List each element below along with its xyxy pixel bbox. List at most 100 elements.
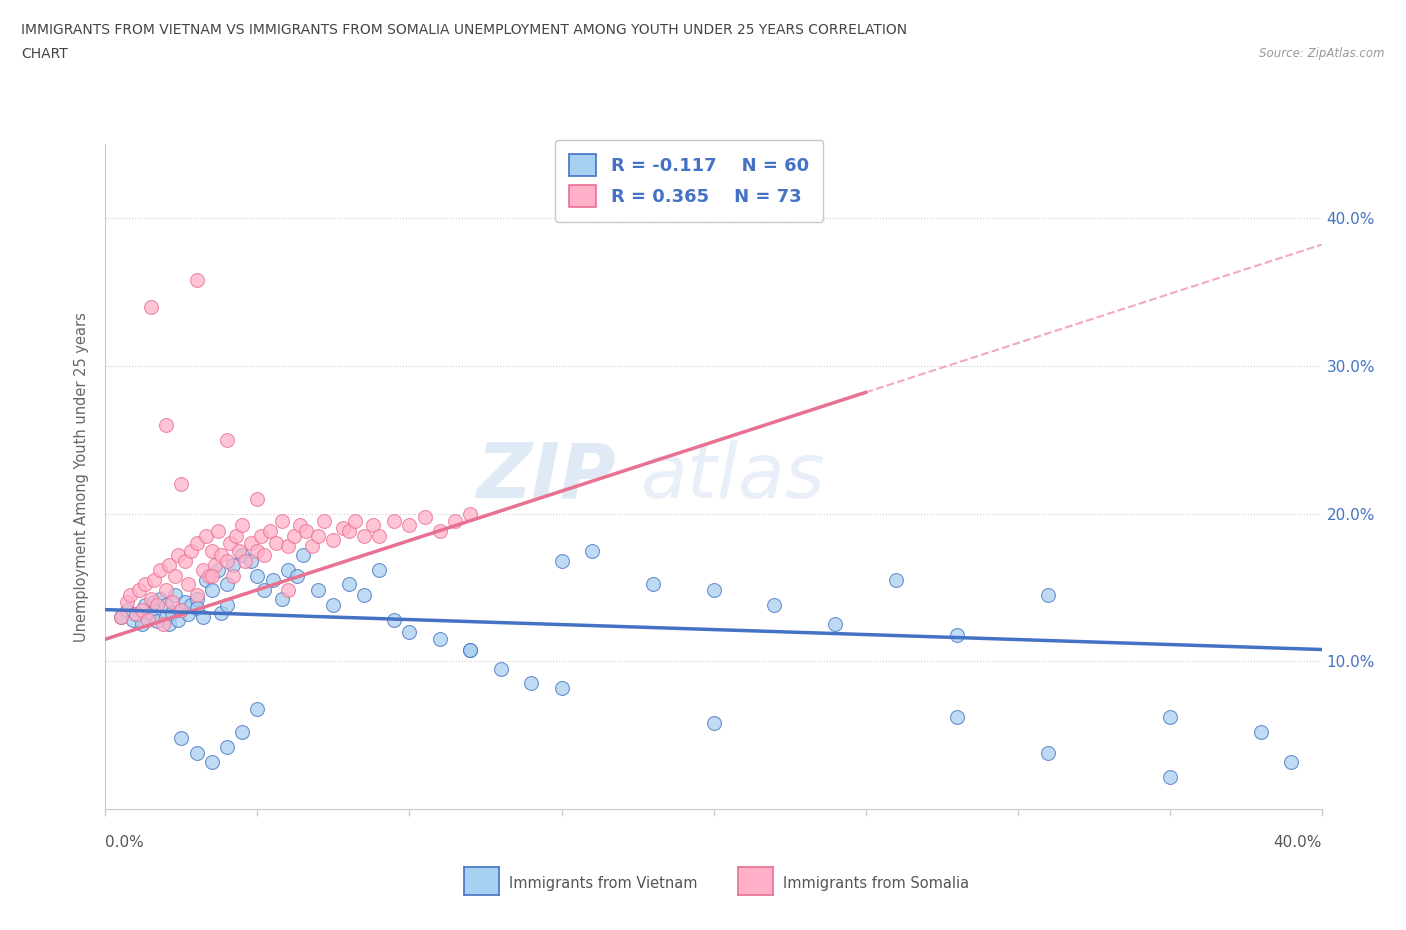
Point (186, 536, 208, 551)
Point (152, 617, 174, 631)
Point (180, 543, 202, 558)
Point (283, 528, 305, 543)
Point (270, 591, 292, 606)
Point (252, 583, 274, 598)
Point (155, 418, 177, 432)
Point (444, 513, 467, 528)
Point (167, 613, 190, 628)
Point (217, 432, 239, 447)
Point (125, 606, 148, 621)
Point (146, 614, 169, 629)
Point (217, 598, 239, 613)
Text: IMMIGRANTS FROM VIETNAM VS IMMIGRANTS FROM SOMALIA UNEMPLOYMENT AMONG YOUTH UNDE: IMMIGRANTS FROM VIETNAM VS IMMIGRANTS FR… (21, 23, 907, 37)
Point (489, 661, 512, 676)
Point (1036, 588, 1059, 603)
Point (217, 553, 239, 568)
Point (368, 528, 391, 543)
Point (131, 617, 153, 631)
Point (143, 573, 166, 588)
Point (702, 716, 725, 731)
Point (155, 583, 177, 598)
Point (581, 543, 603, 558)
Point (413, 509, 436, 524)
Point (173, 553, 195, 568)
Point (1036, 746, 1059, 761)
Text: Immigrants from Vietnam: Immigrants from Vietnam (509, 876, 697, 891)
Point (219, 536, 242, 551)
Point (262, 573, 284, 588)
Point (337, 577, 360, 591)
Point (110, 609, 132, 624)
Point (186, 272, 208, 287)
Point (118, 588, 141, 603)
Point (361, 518, 384, 533)
Point (233, 553, 256, 568)
Point (149, 563, 172, 578)
Point (128, 583, 150, 598)
Point (1159, 710, 1181, 724)
Point (170, 731, 193, 746)
Point (259, 524, 281, 538)
Point (165, 568, 187, 583)
Point (170, 603, 193, 618)
Point (165, 588, 187, 603)
Point (429, 524, 451, 538)
Point (209, 548, 232, 563)
Point (307, 528, 329, 543)
Point (353, 528, 375, 543)
Point (368, 563, 391, 578)
Point (246, 543, 269, 558)
Point (246, 491, 269, 506)
Point (186, 591, 208, 606)
Point (520, 676, 543, 691)
Point (277, 563, 299, 578)
Point (139, 299, 162, 314)
Point (458, 506, 481, 521)
Point (186, 588, 208, 603)
Point (763, 598, 786, 613)
Point (702, 583, 725, 598)
Point (125, 606, 148, 621)
Point (343, 513, 366, 528)
Point (277, 583, 299, 598)
Point (191, 563, 214, 578)
Point (143, 595, 166, 610)
Legend: R = -0.117    N = 60, R = 0.365    N = 73: R = -0.117 N = 60, R = 0.365 N = 73 (555, 140, 824, 222)
Point (121, 613, 143, 628)
Point (270, 513, 292, 528)
Point (157, 558, 180, 573)
Point (231, 548, 253, 563)
Point (252, 548, 274, 563)
Point (458, 642, 481, 657)
Text: Immigrants from Somalia: Immigrants from Somalia (783, 876, 969, 891)
Text: 0.0%: 0.0% (105, 835, 145, 850)
Point (162, 595, 184, 610)
Point (207, 524, 229, 538)
Point (209, 605, 232, 620)
Point (149, 591, 172, 606)
Point (139, 591, 162, 606)
Y-axis label: Unemployment Among Youth under 25 years: Unemployment Among Youth under 25 years (75, 312, 90, 642)
Point (217, 739, 239, 754)
Point (382, 613, 405, 628)
Text: CHART: CHART (21, 46, 67, 60)
Point (550, 681, 572, 696)
Point (191, 609, 214, 624)
Point (155, 609, 177, 624)
Point (170, 603, 193, 618)
Point (180, 598, 202, 613)
Point (170, 476, 193, 491)
Point (285, 568, 308, 583)
Point (155, 598, 177, 613)
Text: ZIP: ZIP (477, 440, 616, 513)
Point (201, 543, 224, 558)
Point (337, 524, 360, 538)
Point (945, 628, 967, 643)
Point (1279, 754, 1302, 769)
Point (398, 518, 420, 533)
Point (240, 536, 263, 551)
Point (146, 598, 169, 613)
Point (173, 595, 195, 610)
Point (131, 603, 153, 618)
Point (204, 558, 226, 573)
